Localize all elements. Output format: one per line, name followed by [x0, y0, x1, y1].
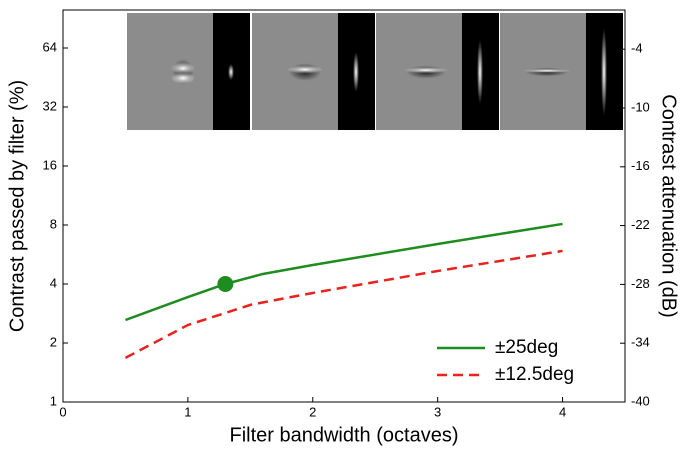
filter-images [127, 13, 623, 130]
legend-label: ±12.5deg [495, 364, 574, 385]
legend-label: ±25deg [495, 337, 558, 358]
inset-blob [287, 65, 323, 74]
highlight-point [217, 275, 234, 292]
y-tick-label: 8 [50, 216, 57, 231]
x-tick-label: 4 [559, 404, 566, 419]
y-tick-label: 64 [43, 39, 57, 54]
y-tick-label: 1 [50, 393, 57, 408]
inset-spectrum [601, 28, 607, 116]
y2-tick-label: -28 [631, 276, 650, 291]
y2-axis-title: Contrast attenuation (dB) [658, 94, 680, 317]
series-line [125, 222, 563, 322]
x-tick-label: 0 [59, 404, 66, 419]
y-tick-label: 16 [43, 157, 57, 172]
inset-spectrum [228, 64, 234, 80]
y2-tick-label: -40 [631, 393, 650, 408]
x-tick-label: 1 [184, 404, 191, 419]
inset-blob [171, 62, 195, 75]
x-tick-label: 2 [309, 404, 316, 419]
inset-blob [171, 72, 195, 84]
inset-gray [127, 13, 214, 130]
series-line [124, 249, 563, 359]
inset-spectrum [353, 52, 359, 92]
plot-frame [62, 9, 626, 403]
inset-spectrum [477, 40, 483, 104]
y-axis-title: Contrast passed by filter (%) [6, 80, 28, 332]
y2-tick-label: -34 [631, 335, 650, 350]
y2-tick-label: -4 [631, 41, 643, 56]
x-tick-label: 3 [434, 404, 441, 419]
y-tick-label: 2 [50, 334, 57, 349]
y2-tick-label: -10 [631, 99, 650, 114]
y-tick-label: 32 [43, 98, 57, 113]
y2-tick-label: -16 [631, 158, 650, 173]
y-tick-label: 4 [50, 275, 57, 290]
x-axis-title: Filter bandwidth (octaves) [230, 424, 459, 446]
y2-tick-label: -22 [631, 217, 650, 232]
inset-blob [523, 68, 571, 73]
inset-blob [404, 67, 448, 74]
